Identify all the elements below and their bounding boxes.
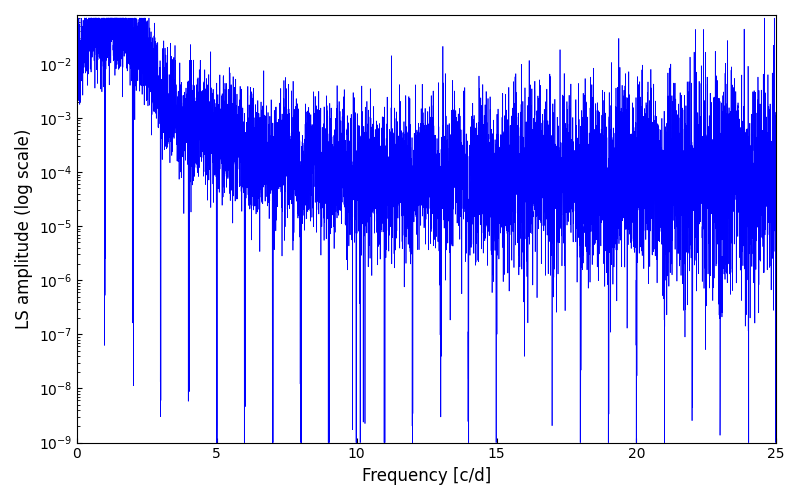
- X-axis label: Frequency [c/d]: Frequency [c/d]: [362, 467, 491, 485]
- Y-axis label: LS amplitude (log scale): LS amplitude (log scale): [15, 128, 33, 329]
